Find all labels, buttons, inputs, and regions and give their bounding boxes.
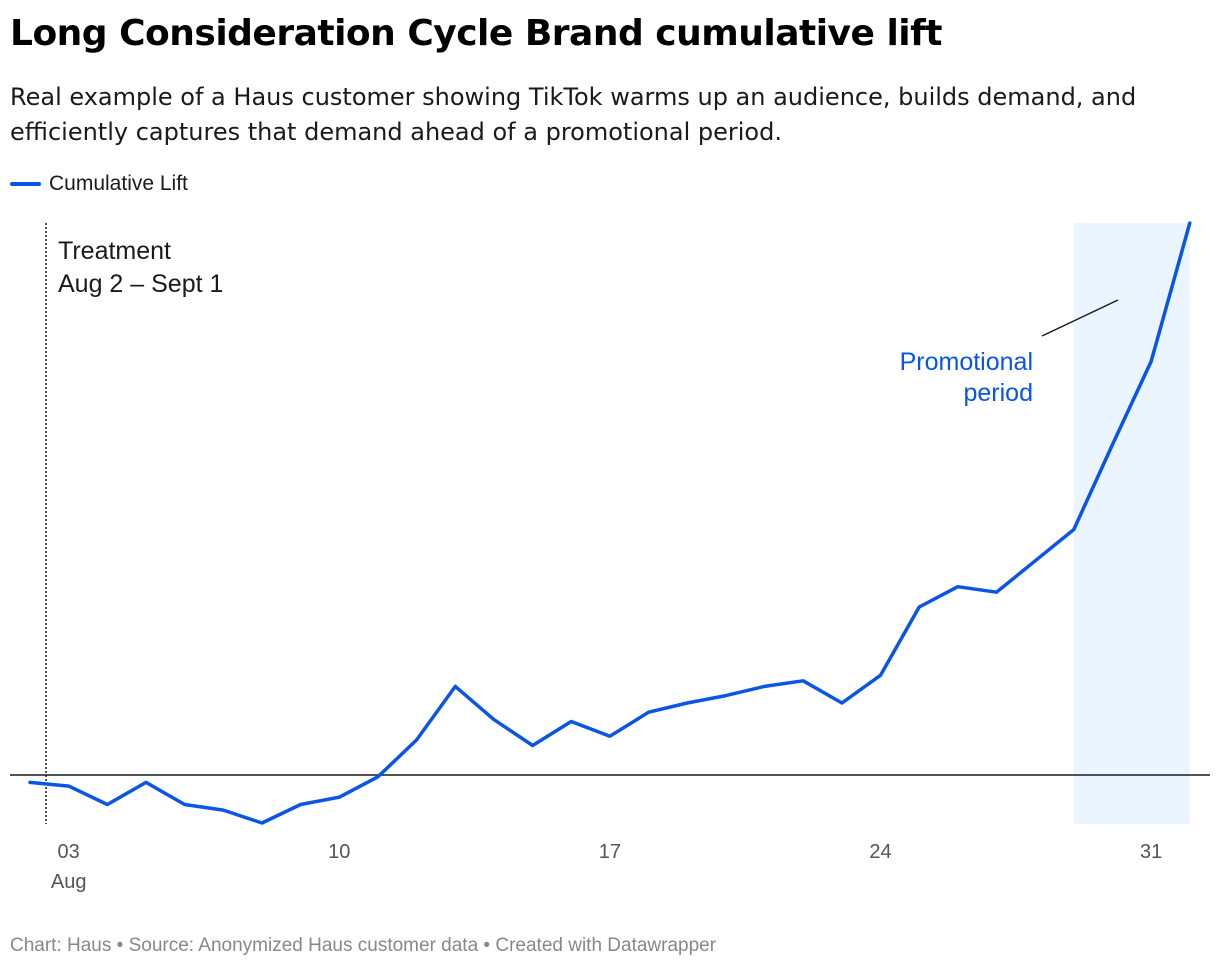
treatment-label: Treatment bbox=[58, 237, 171, 265]
promotional-period-band bbox=[1073, 223, 1190, 824]
x-tick-label: 10 bbox=[328, 841, 350, 863]
x-tick-label: 24 bbox=[869, 841, 891, 863]
promotional-period-leader bbox=[1041, 299, 1119, 337]
cumulative-lift-line bbox=[28, 221, 1192, 825]
x-tick-label: 31 bbox=[1140, 841, 1162, 863]
chart-title: Long Consideration Cycle Brand cumulativ… bbox=[10, 13, 943, 54]
chart-subtitle: Real example of a Haus customer showing … bbox=[10, 83, 1137, 146]
x-tick-label: 03 bbox=[58, 841, 80, 863]
chart-legend: Cumulative Lift bbox=[10, 172, 188, 196]
x-tick-sublabel: Aug bbox=[51, 871, 87, 893]
x-tick-label: 17 bbox=[599, 841, 621, 863]
promotional-period-label: period bbox=[964, 379, 1034, 407]
chart-footer: Chart: Haus • Source: Anonymized Haus cu… bbox=[10, 935, 717, 956]
legend-swatch bbox=[10, 182, 41, 186]
legend-label: Cumulative Lift bbox=[49, 172, 188, 195]
promotional-period-label: Promotional bbox=[900, 348, 1033, 376]
treatment-label: Aug 2 – Sept 1 bbox=[58, 270, 223, 298]
